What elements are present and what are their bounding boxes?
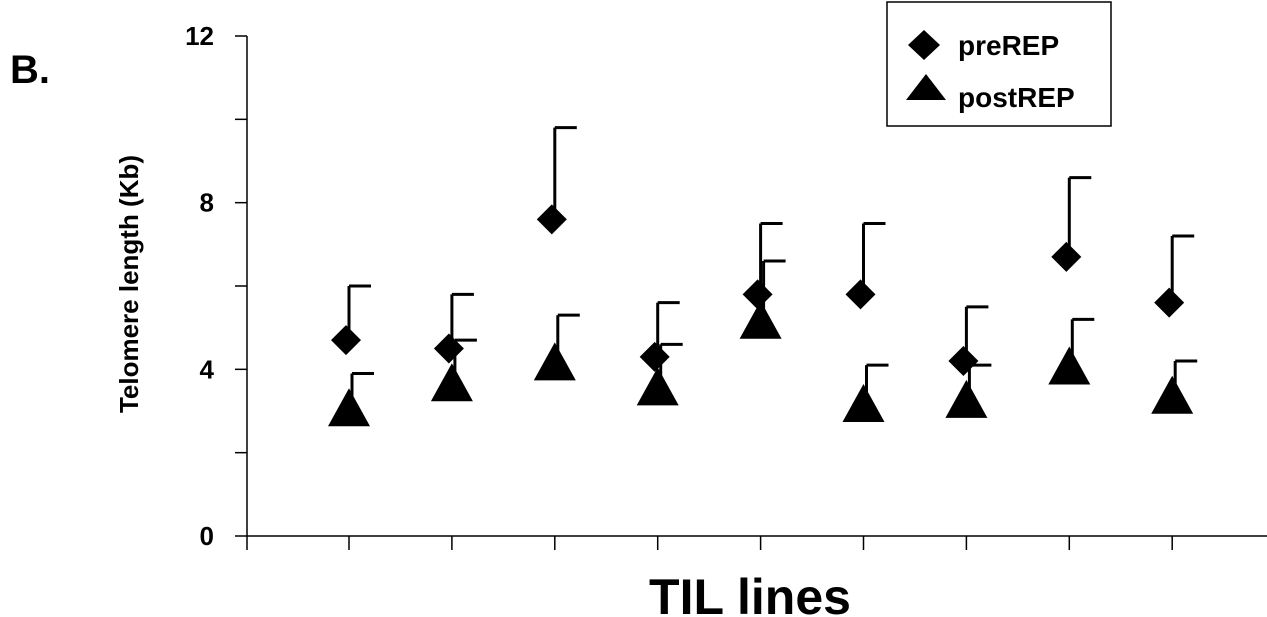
postrep-point [636,367,679,406]
prerep-point [433,333,464,364]
prerep-point [1154,287,1185,318]
y-tick-label: 0 [200,521,214,551]
prerep-point [639,341,670,372]
legend-triangle-marker [906,74,946,100]
prerep-point [1051,241,1082,272]
y-axis-label: Telomere length (Kb) [114,155,144,413]
prerep-point [845,279,876,310]
postrep-point [1151,375,1194,414]
legend-label-prerep: preREP [958,30,1059,61]
prerep-point [742,279,773,310]
postrep-point [1048,346,1091,385]
panel-label: B. [10,48,50,92]
data-markers [328,204,1194,427]
prerep-point [948,346,979,376]
y-tick-label: 12 [185,21,214,51]
y-tick-label: 4 [200,354,215,384]
legend: preREP postREP [886,1,1112,127]
legend-diamond-marker [908,30,940,60]
x-axis-label: TIL lines [649,569,851,617]
prerep-point [331,325,361,356]
postrep-point [739,300,782,339]
legend-box [886,1,1112,127]
prerep-point [536,204,567,235]
axes: 0 4 8 12 [185,21,1267,551]
y-tick-label: 8 [200,188,214,218]
postrep-point [533,342,576,381]
postrep-point [842,384,885,423]
postrep-point [945,379,988,418]
postrep-point [328,388,370,427]
postrep-point [430,363,473,402]
error-bars [347,126,1198,411]
legend-label-postrep: postREP [958,82,1075,113]
